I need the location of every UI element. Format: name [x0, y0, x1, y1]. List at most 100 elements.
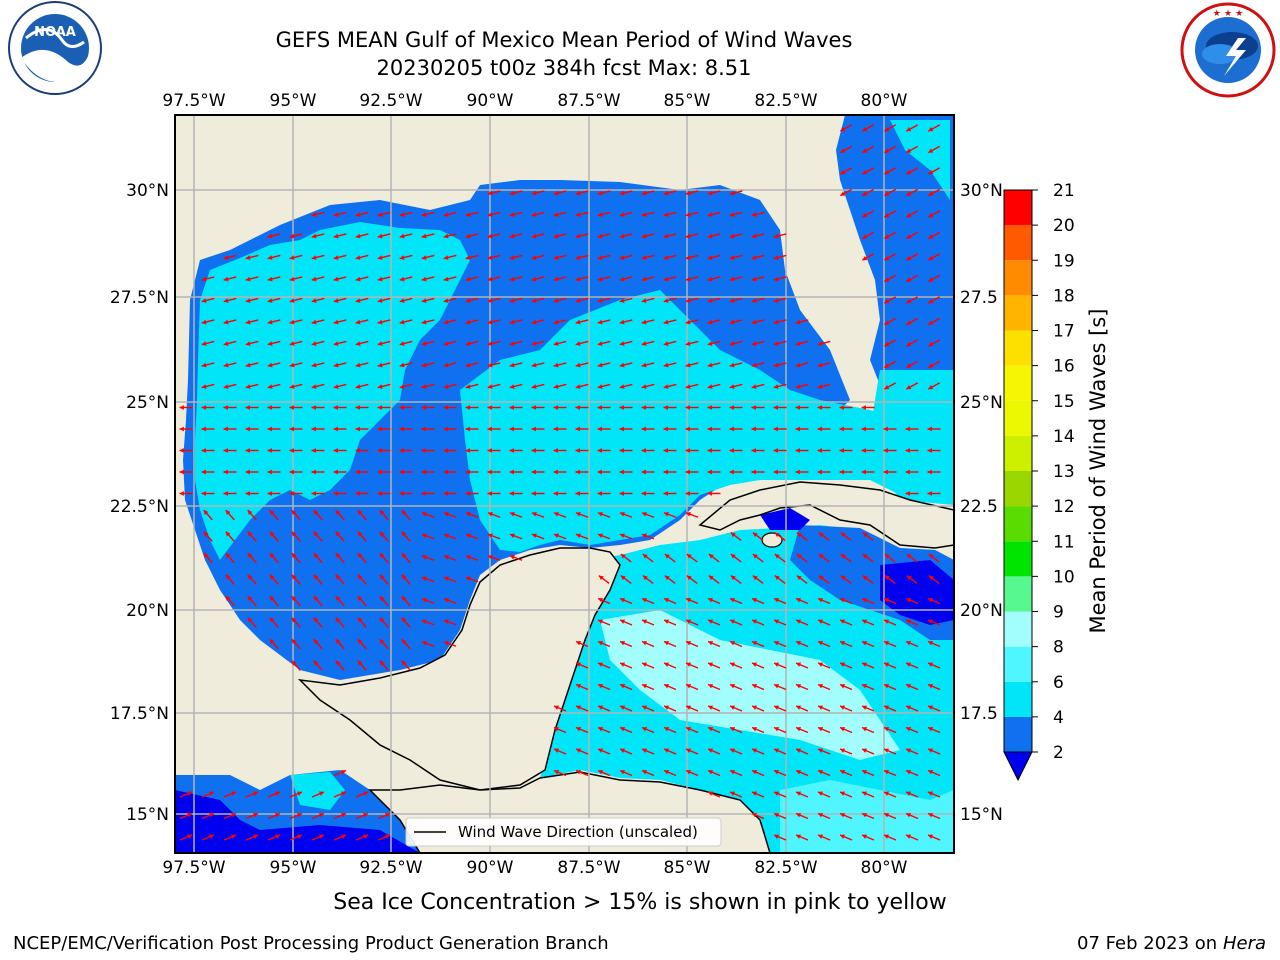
wind-arrow — [201, 426, 215, 432]
wind-arrow — [179, 812, 193, 820]
wind-arrow — [685, 426, 699, 432]
wind-arrow — [685, 469, 699, 475]
lon-tick-top: 95°W — [270, 91, 317, 111]
wind-arrow — [839, 124, 853, 132]
wind-arrow — [883, 791, 897, 798]
strait-water-light — [870, 370, 954, 505]
wind-arrow — [421, 426, 435, 432]
wind-arrow — [487, 211, 501, 217]
wind-arrow — [313, 509, 323, 521]
wind-arrow — [531, 254, 545, 260]
wind-arrow — [773, 319, 787, 325]
wind-arrow — [225, 509, 235, 521]
wind-arrow — [487, 254, 501, 260]
wind-arrow — [247, 552, 257, 564]
wind-arrow — [663, 362, 677, 368]
wind-arrow — [795, 448, 809, 453]
wind-arrow — [313, 574, 323, 585]
wind-arrow — [401, 574, 411, 585]
wind-arrow — [553, 448, 567, 453]
wind-arrow — [685, 640, 699, 648]
wind-arrow — [905, 726, 919, 734]
wind-arrow — [247, 574, 257, 585]
wind-arrow — [291, 617, 301, 628]
wind-arrow — [487, 533, 501, 540]
wind-arrow — [355, 254, 369, 260]
wind-arrow — [839, 683, 853, 691]
wind-arrow — [773, 448, 787, 453]
colorbar-extend-min — [1003, 751, 1033, 782]
wind-arrow — [575, 340, 589, 346]
wind-arrow — [289, 491, 303, 496]
wind-arrow — [201, 791, 215, 798]
wind-arrow — [685, 662, 699, 669]
wind-arrow — [313, 531, 323, 542]
wind-arrow — [509, 512, 523, 518]
wind-arrow — [223, 340, 237, 346]
wind-arrow — [245, 276, 259, 282]
wind-arrow — [707, 726, 721, 734]
wind-arrow — [509, 233, 523, 239]
wind-arrow — [840, 532, 852, 541]
wind-arrow — [685, 748, 699, 755]
wind-arrow — [401, 595, 411, 607]
wind-arrow — [685, 319, 699, 325]
wind-arrow — [247, 531, 257, 542]
wind-arrow — [883, 382, 897, 390]
axis-tick-labels: 97.5°W 97.5°W 95°W 95°W 92.5°W 92.5°W 90°W 90°W… — [110, 91, 1003, 878]
yucatan-land — [297, 547, 621, 791]
wind-arrow — [201, 276, 215, 282]
wind-arrow — [201, 297, 215, 303]
wind-arrow — [927, 683, 941, 691]
wind-arrow — [553, 211, 567, 217]
wind-arrow — [377, 491, 391, 496]
wind-arrow — [817, 662, 831, 669]
wind-arrow — [333, 834, 347, 841]
wind-arrow — [487, 448, 501, 453]
wind-arrow — [773, 619, 787, 626]
wind-arrow — [531, 491, 545, 496]
wind-arrow — [377, 405, 391, 410]
colorbar-band — [1004, 506, 1032, 542]
wind-arrow — [663, 726, 677, 734]
wind-arrow — [707, 276, 721, 282]
wind-arrow — [707, 491, 721, 496]
wind-arrow — [927, 274, 941, 283]
wind-arrow — [223, 491, 237, 496]
lat-tick-right: 30°N — [960, 181, 1003, 201]
wind-arrow — [905, 469, 919, 475]
wind-arrow — [839, 662, 853, 669]
wind-arrow — [509, 340, 523, 346]
wind-arrow — [861, 188, 875, 197]
wind-arrow — [269, 617, 279, 628]
lon-tick-top: 97.5°W — [162, 91, 225, 111]
wind-arrow — [927, 791, 941, 798]
pacific-water-light — [290, 772, 345, 810]
wind-arrow — [861, 769, 875, 777]
colorbar-tick-label: 12 — [1053, 497, 1075, 517]
wind-arrow — [379, 531, 389, 542]
wind-arrow — [774, 532, 786, 541]
wind-arrow — [267, 834, 281, 841]
wind-arrow — [597, 426, 611, 432]
wind-arrow — [509, 491, 523, 496]
wind-arrow — [817, 640, 831, 648]
wind-arrow — [575, 362, 589, 368]
wind-arrow — [883, 210, 897, 218]
wind-arrow — [774, 553, 786, 563]
wind-arrow — [862, 575, 874, 584]
wind-arrow — [663, 405, 677, 410]
wind-arrow — [289, 362, 303, 368]
wind-arrow — [817, 769, 831, 777]
wind-arrow — [357, 617, 367, 628]
wind-arrow — [619, 533, 633, 540]
gulf-water-central-light — [460, 290, 954, 552]
wind-arrow — [223, 448, 237, 453]
wind-arrow — [333, 211, 347, 217]
wind-direction-legend: Wind Wave Direction (unscaled) — [405, 817, 722, 847]
wind-arrow — [487, 512, 501, 518]
wind-arrow — [905, 812, 919, 820]
wind-arrow — [685, 405, 699, 410]
wind-arrow — [289, 426, 303, 432]
wind-arrow — [313, 638, 323, 650]
